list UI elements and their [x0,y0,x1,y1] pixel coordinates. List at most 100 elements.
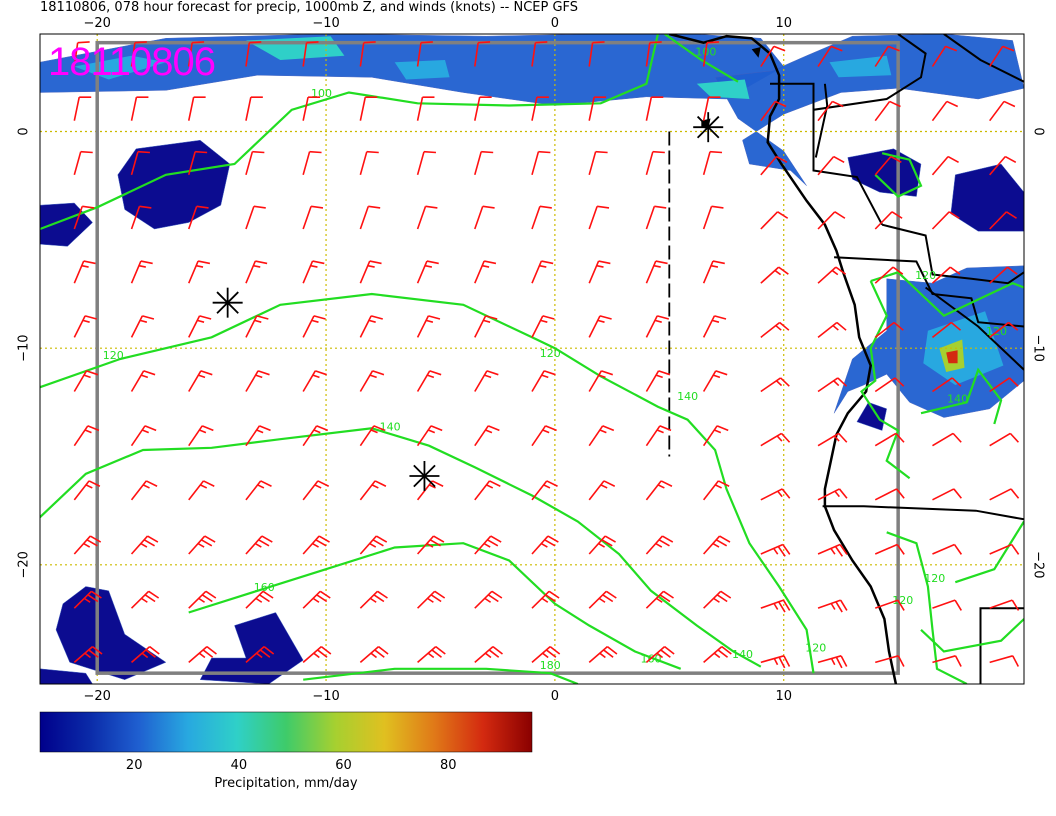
country-border [822,505,1024,521]
barb-shaft [130,315,144,338]
barb-shaft [302,425,318,447]
barb-feather [835,601,843,613]
wind-barb [359,260,382,284]
barb-shaft [359,535,377,555]
wind-barb [760,655,791,669]
barb-feather [485,429,493,434]
wind-barb [474,590,503,609]
barb-feather [482,264,490,268]
wind-barb [474,370,499,392]
barb-feather [773,45,786,52]
barb-feather [423,150,437,154]
wind-barb [989,599,1020,611]
wind-barb [989,266,1018,284]
barb-feather [369,260,382,265]
wind-barb [645,425,672,447]
barb-shaft [531,646,551,663]
barb-shaft [817,266,837,284]
wind-barb [531,41,548,67]
barb-shaft [73,480,90,501]
wind-barb [187,41,205,67]
wind-barb [130,150,150,176]
barb-feather [950,321,962,331]
wind-barb [645,646,675,663]
barb-shaft [73,97,80,121]
bottom-lon-tick: −10 [312,689,339,704]
wind-barb [416,535,445,555]
precip-area [714,34,1024,186]
wind-barb [188,425,214,447]
barb-shaft [73,260,85,284]
barb-feather [712,542,720,548]
barb-feather [83,374,91,379]
country-border [770,34,927,111]
barb-shaft [302,590,321,609]
barb-shaft [817,655,842,664]
wind-barb [588,150,608,176]
barb-feather [714,315,727,320]
barb-shaft [73,370,88,392]
barb-feather [256,652,263,659]
barb-shaft [302,535,320,555]
barb-feather [603,480,616,487]
wind-barb [130,370,156,392]
wind-barb [645,41,662,67]
contour-label: 120 [540,347,561,360]
wind-barb [359,535,388,555]
barb-shaft [874,599,899,609]
barb-shaft [188,260,199,284]
barb-shaft [130,535,149,555]
barb-feather [196,205,209,209]
wind-barb [474,480,501,501]
wind-barb [760,543,791,557]
barb-shaft [645,646,666,663]
wind-barb [702,480,730,501]
barb-shaft [130,206,141,230]
barb-shaft [875,655,899,664]
coastline [668,34,898,684]
barb-feather [1008,377,1019,387]
wind-barb [474,205,495,230]
barb-shaft [188,315,201,338]
barb-feather [144,594,156,603]
barb-shaft [989,266,1009,284]
barb-shaft [474,535,492,555]
barb-feather [314,484,322,489]
barb-feather [599,315,612,320]
barb-shaft [474,646,494,663]
barb-feather [897,655,905,667]
wind-barb [245,646,275,663]
wind-barb [760,155,788,176]
barb-shaft [760,599,784,609]
barb-feather [830,45,843,52]
barb-feather [309,150,322,154]
barb-feather [435,646,446,655]
height-contour [920,367,1003,425]
wind-barb [130,480,158,501]
wind-barb [932,488,962,501]
wind-barb [531,425,557,447]
wind-barb [531,646,561,663]
barb-shaft [760,488,783,501]
barb-shaft [932,488,955,501]
wind-barb [588,590,617,609]
wind-barb [245,535,273,555]
wind-barb [817,655,848,669]
barb-feather [84,652,91,659]
barb-feather [424,264,433,268]
barb-feather [542,652,549,659]
barb-feather [82,319,90,323]
wind-barb [645,205,667,230]
barb-feather [659,594,671,603]
wind-barb [188,590,217,609]
wind-barb [989,488,1020,501]
barb-feather [490,535,502,543]
barb-feather [655,374,663,379]
barb-feather [197,542,205,548]
wind-barb [474,646,503,663]
barb-shaft [932,655,956,664]
barb-feather [255,597,263,603]
barb-feather [254,542,262,548]
wind-barb [73,480,101,501]
barb-feather [835,266,847,275]
